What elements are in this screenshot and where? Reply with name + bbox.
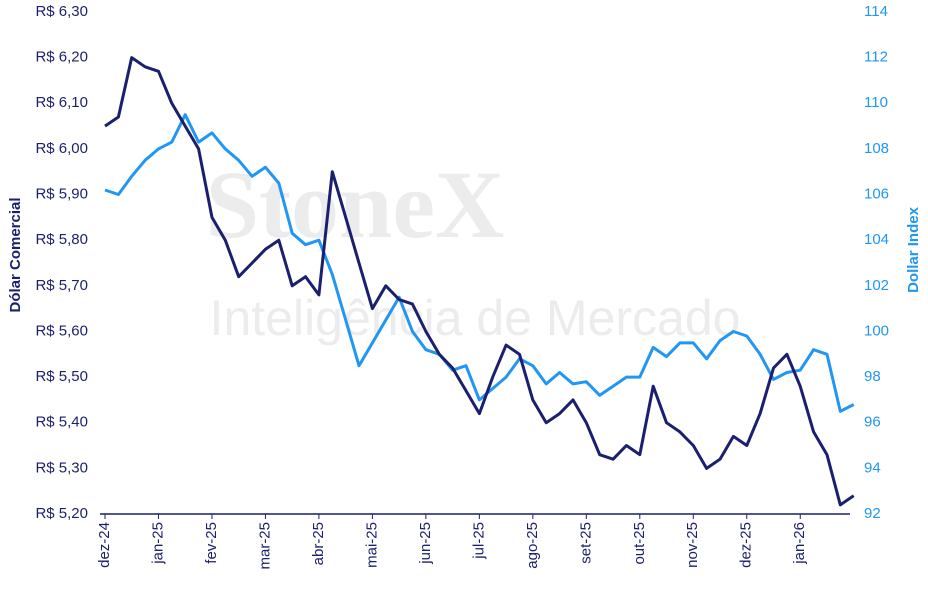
- y-tick-label: R$ 6,00: [35, 140, 88, 157]
- y-axis-label: Dólar Comercial: [7, 197, 24, 312]
- series-line: [104, 56, 855, 507]
- x-tick-label: fev-25: [203, 522, 220, 564]
- y2-tick-label: 104: [864, 231, 889, 248]
- y-tick-label: R$ 5,30: [35, 459, 88, 476]
- y2-tick-label: 114: [864, 3, 888, 20]
- y2-tick-label: 112: [864, 49, 888, 66]
- x-tick-label: jun-25: [417, 522, 434, 565]
- y2-tick-label: 98: [864, 368, 881, 385]
- y-tick-label: R$ 6,20: [35, 49, 88, 66]
- y2-tick-label: 100: [864, 322, 889, 339]
- y-tick-label: R$ 5,20: [35, 505, 88, 522]
- y-tick-label: R$ 6,30: [35, 3, 88, 20]
- watermark-subtitle: Inteligência de Mercado: [210, 290, 741, 346]
- y-tick-label: R$ 6,10: [35, 94, 88, 111]
- y2-tick-label: 106: [864, 186, 889, 203]
- x-tick-label: set-25: [577, 522, 594, 564]
- x-tick-label: abr-25: [310, 522, 327, 565]
- y-tick-label: R$ 5,60: [35, 322, 88, 339]
- x-tick-label: jul-25: [470, 522, 487, 560]
- y2-tick-label: 102: [864, 277, 889, 294]
- y2-tick-label: 110: [864, 94, 888, 111]
- x-tick-label: dez-24: [96, 522, 113, 568]
- y-tick-label: R$ 5,90: [35, 186, 88, 203]
- x-tick-label: mar-25: [256, 522, 273, 570]
- y2-tick-label: 108: [864, 140, 889, 157]
- series-line: [104, 113, 855, 413]
- y-tick-label: R$ 5,80: [35, 231, 88, 248]
- x-tick-label: out-25: [631, 522, 648, 565]
- y2-tick-label: 94: [864, 459, 881, 476]
- x-tick-label: mai-25: [363, 522, 380, 568]
- watermark: StoneX: [206, 151, 505, 258]
- x-tick-label: jan-25: [149, 522, 166, 565]
- x-tick-label: dez-25: [738, 522, 755, 568]
- y2-axis-label: Dollar Index: [905, 206, 922, 293]
- x-tick-label: nov-25: [684, 522, 701, 568]
- y2-tick-label: 96: [864, 414, 881, 431]
- y2-tick-label: 92: [864, 505, 881, 522]
- x-tick-label: ago-25: [524, 522, 541, 569]
- y-tick-label: R$ 5,70: [35, 277, 88, 294]
- x-tick-label: jan-26: [791, 522, 808, 565]
- y-tick-label: R$ 5,40: [35, 414, 88, 431]
- y-tick-label: R$ 5,50: [35, 368, 88, 385]
